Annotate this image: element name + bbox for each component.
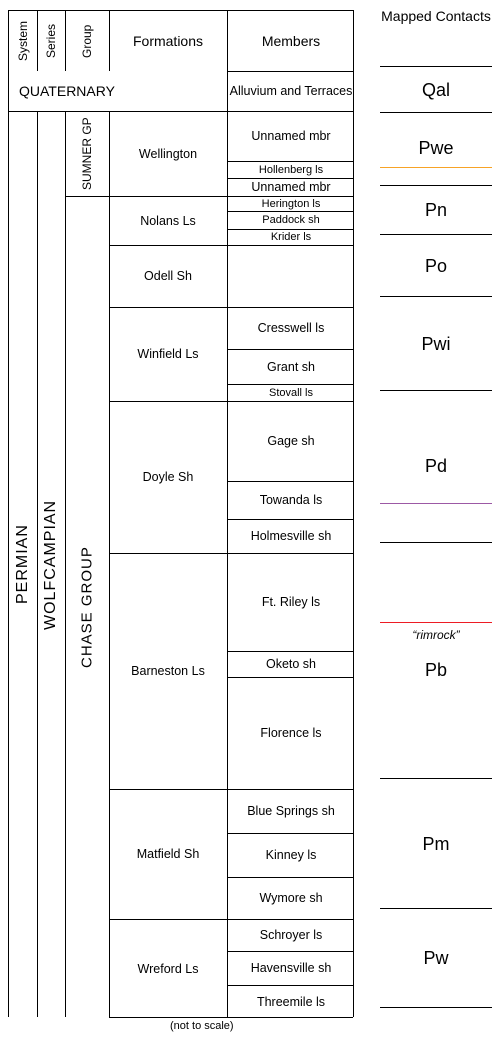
member-stovall: Stovall ls bbox=[227, 384, 355, 401]
formation-winfield: Winfield Ls bbox=[109, 307, 227, 401]
contact-Pn: Pn bbox=[380, 200, 492, 221]
contact-Qal: Qal bbox=[380, 80, 492, 101]
contact-Pwi: Pwi bbox=[380, 334, 492, 355]
contact-Po: Po bbox=[380, 256, 492, 277]
quaternary-label: QUATERNARY bbox=[9, 71, 227, 111]
contact-Pb: Pb bbox=[380, 660, 492, 681]
scale-note: (not to scale) bbox=[170, 1020, 234, 1032]
contact-rimrock: “rimrock” bbox=[380, 628, 492, 642]
group-chase: CHASE GROUP bbox=[65, 196, 109, 1018]
member-kinney: Kinney ls bbox=[227, 833, 355, 877]
formation-barneston: Barneston Ls bbox=[109, 553, 227, 789]
mapped-contacts-panel: Mapped Contacts Qal Pwe Pn Po Pwi Pd “ri… bbox=[380, 0, 492, 1042]
contact-line-8 bbox=[380, 908, 492, 909]
contact-line-0 bbox=[380, 66, 492, 67]
contact-line-6 bbox=[380, 542, 492, 543]
member-florence: Florence ls bbox=[227, 677, 355, 789]
contact-line-7 bbox=[380, 778, 492, 779]
formation-nolans: Nolans Ls bbox=[109, 196, 227, 245]
hdr-members: Members bbox=[227, 11, 355, 71]
hdr-formations: Formations bbox=[109, 11, 227, 71]
member-cresswell: Cresswell ls bbox=[227, 307, 355, 349]
hdr-system: System bbox=[9, 11, 37, 71]
member-ftriley: Ft. Riley ls bbox=[227, 553, 355, 651]
formation-odell: Odell Sh bbox=[109, 245, 227, 307]
series-wolfcampian: WOLFCAMPIAN bbox=[37, 111, 65, 1018]
member-paddock: Paddock sh bbox=[227, 211, 355, 229]
member-threemile: Threemile ls bbox=[227, 985, 355, 1018]
contact-line-1 bbox=[380, 112, 492, 113]
contact-line-4 bbox=[380, 296, 492, 297]
formation-matfield: Matfield Sh bbox=[109, 789, 227, 919]
contact-Pd: Pd bbox=[380, 456, 492, 477]
group-sumner: SUMNER GP bbox=[65, 111, 109, 196]
stratigraphic-table: System Series Group Formations Members Q… bbox=[8, 10, 354, 1017]
member-towanda: Towanda ls bbox=[227, 481, 355, 519]
quat-right-border bbox=[227, 71, 228, 111]
member-havensville: Havensville sh bbox=[227, 951, 355, 985]
member-herington: Herington ls bbox=[227, 196, 355, 211]
member-krider: Krider ls bbox=[227, 229, 355, 245]
formation-wreford: Wreford Ls bbox=[109, 919, 227, 1018]
contact-red-line bbox=[380, 622, 492, 623]
contact-purple-line bbox=[380, 503, 492, 504]
table-bottom-partial bbox=[109, 1017, 353, 1018]
formation-wellington: Wellington bbox=[109, 111, 227, 196]
contact-line-9 bbox=[380, 1007, 492, 1008]
member-schroyer: Schroyer ls bbox=[227, 919, 355, 951]
member-oketo: Oketo sh bbox=[227, 651, 355, 677]
mapped-contacts-title: Mapped Contacts bbox=[380, 8, 492, 24]
contact-line-5 bbox=[380, 390, 492, 391]
quaternary-member: Alluvium and Terraces bbox=[227, 71, 355, 111]
contact-line-2 bbox=[380, 185, 492, 186]
member-unnamed2: Unnamed mbr bbox=[227, 178, 355, 196]
member-hollenberg: Hollenberg ls bbox=[227, 161, 355, 178]
hdr-group: Group bbox=[65, 11, 109, 71]
formation-doyle: Doyle Sh bbox=[109, 401, 227, 553]
contact-Pw: Pw bbox=[380, 948, 492, 969]
member-unnamed1: Unnamed mbr bbox=[227, 111, 355, 161]
member-bluesprings: Blue Springs sh bbox=[227, 789, 355, 833]
member-gage: Gage sh bbox=[227, 401, 355, 481]
member-grant: Grant sh bbox=[227, 349, 355, 384]
contact-orange-line bbox=[380, 167, 492, 168]
system-permian: PERMIAN bbox=[9, 111, 37, 1018]
contact-line-3 bbox=[380, 234, 492, 235]
contact-Pwe: Pwe bbox=[380, 138, 492, 159]
hdr-series: Series bbox=[37, 11, 65, 71]
member-holmesville: Holmesville sh bbox=[227, 519, 355, 553]
member-wymore: Wymore sh bbox=[227, 877, 355, 919]
contact-Pm: Pm bbox=[380, 834, 492, 855]
